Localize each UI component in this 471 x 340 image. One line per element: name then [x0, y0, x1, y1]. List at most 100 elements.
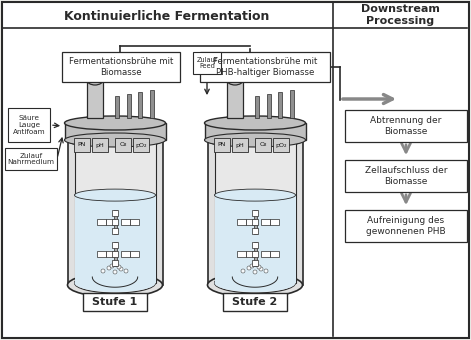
Bar [270, 219, 279, 225]
Text: pH: pH [96, 142, 105, 148]
Bar [127, 94, 131, 118]
Ellipse shape [253, 270, 257, 274]
Bar [121, 219, 130, 225]
Bar [121, 251, 130, 257]
Text: Fermentationsbrühe mit
Biomasse: Fermentationsbrühe mit Biomasse [69, 57, 173, 77]
Bar [200, 52, 330, 82]
Bar [115, 138, 131, 152]
Ellipse shape [101, 269, 105, 273]
Bar [345, 160, 467, 192]
Bar [246, 219, 255, 225]
Ellipse shape [250, 264, 254, 268]
Bar [246, 251, 255, 257]
Bar [214, 138, 230, 152]
Ellipse shape [214, 274, 295, 292]
Bar [214, 195, 295, 283]
Ellipse shape [247, 266, 251, 270]
Bar [106, 219, 115, 225]
Bar [270, 251, 279, 257]
Ellipse shape [74, 189, 155, 201]
Ellipse shape [67, 132, 162, 148]
Bar [8, 108, 50, 142]
Ellipse shape [214, 189, 295, 201]
Bar [252, 251, 258, 257]
Bar [114, 210, 116, 234]
Bar [150, 90, 154, 118]
Bar [106, 251, 115, 257]
Bar [204, 123, 306, 140]
Ellipse shape [65, 116, 165, 130]
Bar [133, 138, 149, 152]
Bar [237, 219, 246, 225]
Text: pH: pH [236, 142, 244, 148]
Bar [273, 138, 289, 152]
Bar [252, 210, 258, 216]
Bar [252, 241, 258, 248]
Text: PN: PN [78, 142, 86, 148]
Bar [253, 241, 257, 266]
Ellipse shape [119, 267, 123, 271]
Bar [130, 219, 139, 225]
Ellipse shape [227, 113, 243, 123]
Bar [223, 293, 287, 311]
Bar [138, 92, 142, 118]
Text: Zellaufschluss der
Biomasse: Zellaufschluss der Biomasse [365, 166, 447, 186]
Text: Aufreinigung des
gewonnenen PHB: Aufreinigung des gewonnenen PHB [366, 216, 446, 236]
Ellipse shape [74, 134, 155, 146]
Text: pO₂: pO₂ [135, 142, 147, 148]
Bar [112, 228, 118, 234]
Text: PN: PN [218, 142, 226, 148]
Ellipse shape [208, 132, 302, 148]
Ellipse shape [227, 75, 243, 85]
Ellipse shape [107, 266, 111, 270]
Bar [112, 241, 118, 248]
Text: Fermentationsbrühe mit
PHB-haltiger Biomasse: Fermentationsbrühe mit PHB-haltiger Biom… [213, 57, 317, 77]
Bar [261, 219, 270, 225]
Text: Abtrennung der
Biomasse: Abtrennung der Biomasse [370, 116, 442, 136]
Bar [345, 110, 467, 142]
Ellipse shape [204, 116, 306, 130]
Bar [252, 228, 258, 234]
Bar [255, 138, 271, 152]
Bar [252, 259, 258, 266]
Bar [112, 219, 118, 225]
Ellipse shape [264, 269, 268, 273]
Bar [261, 251, 270, 257]
Text: Säure
Lauge
Antifoam: Säure Lauge Antifoam [13, 115, 45, 135]
Bar [74, 138, 90, 152]
Bar [130, 251, 139, 257]
Ellipse shape [208, 273, 302, 297]
Text: Downstream
Processing: Downstream Processing [361, 4, 439, 26]
Bar [74, 195, 155, 283]
Ellipse shape [259, 267, 263, 271]
Bar [112, 259, 118, 266]
Bar [87, 80, 103, 118]
Ellipse shape [241, 269, 245, 273]
Bar [345, 210, 467, 242]
Ellipse shape [65, 133, 165, 147]
Text: pO₂: pO₂ [275, 142, 287, 148]
Bar [253, 210, 257, 234]
Ellipse shape [110, 264, 114, 268]
Ellipse shape [67, 273, 162, 297]
Bar [115, 96, 119, 118]
Bar [267, 94, 271, 118]
Text: Zulauf
Feed: Zulauf Feed [196, 56, 218, 69]
Bar [227, 80, 243, 118]
Text: Stufe 1: Stufe 1 [92, 297, 138, 307]
Bar [112, 210, 118, 216]
Text: Stufe 2: Stufe 2 [232, 297, 277, 307]
Ellipse shape [74, 274, 155, 292]
Ellipse shape [214, 273, 295, 293]
Bar [208, 140, 302, 285]
Ellipse shape [87, 75, 103, 85]
Bar [255, 96, 259, 118]
Bar [67, 140, 162, 285]
Bar [252, 219, 258, 225]
Bar [65, 123, 165, 140]
Ellipse shape [74, 273, 155, 293]
Bar [237, 251, 246, 257]
Bar [83, 293, 147, 311]
Bar [74, 140, 155, 283]
Bar [112, 251, 118, 257]
